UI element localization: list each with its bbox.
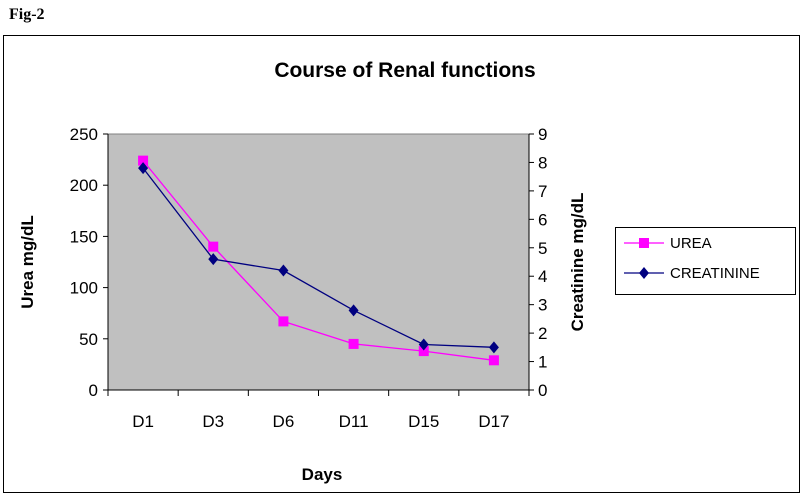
data-point-creatinine xyxy=(208,253,219,266)
y-tick-label: 200 xyxy=(70,176,98,195)
data-point-urea xyxy=(208,241,219,252)
data-point-urea xyxy=(348,338,359,349)
legend-marker-icon xyxy=(624,238,664,248)
y2-tick-label: 3 xyxy=(538,296,547,315)
data-point-urea xyxy=(418,346,429,357)
data-point-urea xyxy=(138,155,149,166)
y-tick-label: 50 xyxy=(79,330,98,349)
x-tick-label: D17 xyxy=(478,412,509,431)
y2-tick-label: 4 xyxy=(538,267,547,286)
data-point-urea xyxy=(488,355,499,366)
y-tick-label: 150 xyxy=(70,227,98,246)
series-line-urea xyxy=(142,160,495,361)
y2-tick-label: 8 xyxy=(538,153,547,172)
legend-item-creatinine: CREATININE xyxy=(624,263,760,283)
y-tick-label: 100 xyxy=(70,279,98,298)
plot-area xyxy=(107,133,530,391)
data-point-creatinine xyxy=(138,162,149,175)
y2-tick-label: 7 xyxy=(538,182,547,201)
data-point-creatinine xyxy=(488,341,499,354)
y-axis-title: Urea mg/dL xyxy=(18,215,37,309)
data-point-creatinine xyxy=(278,264,289,277)
x-axis-title: Days xyxy=(302,465,343,484)
y2-tick-label: 9 xyxy=(538,125,547,144)
legend-marker-icon xyxy=(624,267,664,279)
y2-axis-title: Creatinine mg/dL xyxy=(568,193,587,332)
legend: UREA CREATININE xyxy=(615,227,796,295)
y-tick-label: 0 xyxy=(89,381,98,400)
chart-frame xyxy=(3,35,800,493)
legend-label: UREA xyxy=(670,234,712,252)
figure-label: Fig-2 xyxy=(9,6,45,23)
legend-label: CREATININE xyxy=(670,264,760,282)
data-point-creatinine xyxy=(348,304,359,317)
x-tick-label: D15 xyxy=(408,412,439,431)
y2-tick-label: 2 xyxy=(538,324,547,343)
data-point-urea xyxy=(278,316,289,327)
y2-tick-label: 1 xyxy=(538,353,547,372)
y2-tick-label: 0 xyxy=(538,381,547,400)
chart-title: Course of Renal functions xyxy=(274,59,535,82)
data-point-creatinine xyxy=(418,338,429,351)
y2-tick-label: 5 xyxy=(538,239,547,258)
y-tick-label: 250 xyxy=(70,125,98,144)
legend-item-urea: UREA xyxy=(624,233,712,253)
series-line-creatinine xyxy=(142,167,494,348)
x-tick-label: D3 xyxy=(202,412,224,431)
x-tick-label: D1 xyxy=(132,412,154,431)
y2-tick-label: 6 xyxy=(538,210,547,229)
x-tick-label: D6 xyxy=(273,412,295,431)
x-tick-label: D11 xyxy=(339,412,369,431)
